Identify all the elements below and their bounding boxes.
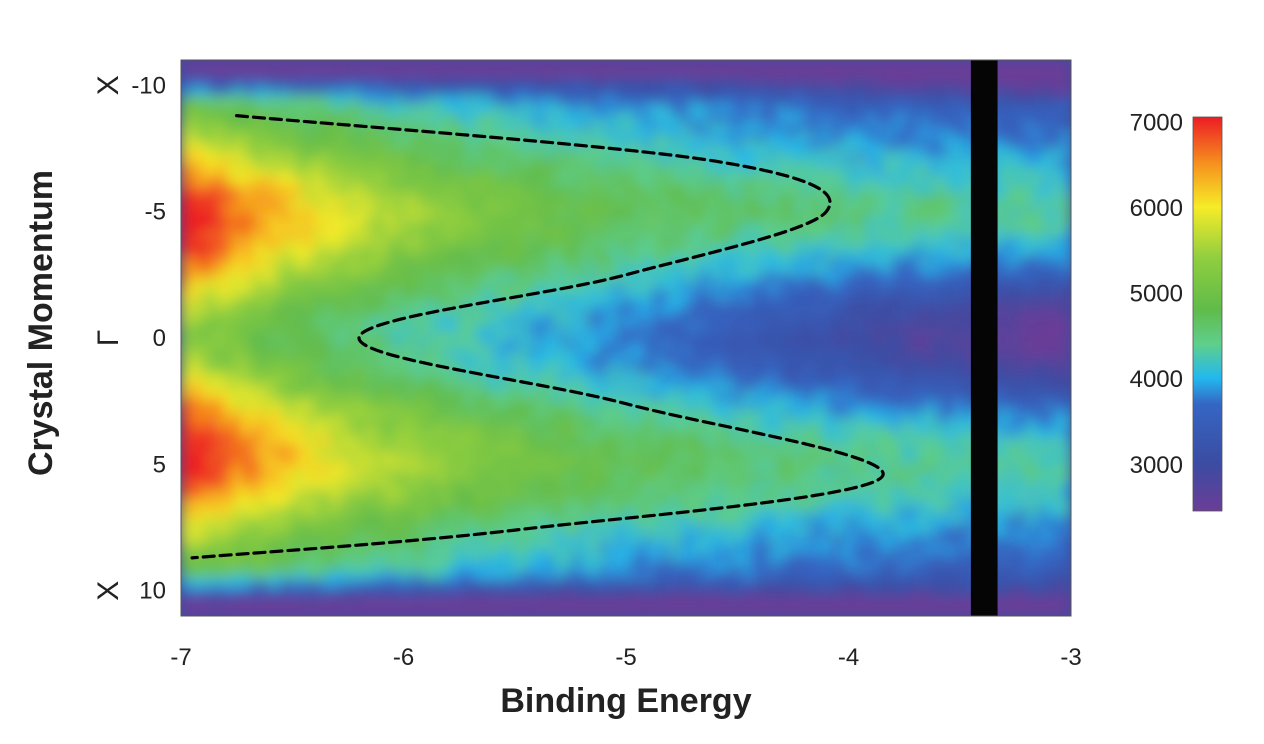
- colorbar-tick-label: 4000: [1130, 366, 1183, 393]
- x-axis: -7 -6 -5 -4 -3: [170, 644, 1081, 671]
- x-tick-label: -7: [170, 644, 191, 671]
- x-tick-label: -6: [393, 644, 414, 671]
- colorbar-tick-label: 7000: [1130, 109, 1183, 136]
- black-band: [970, 60, 998, 616]
- y-symbol-label: X: [92, 75, 125, 95]
- colorbar-gradient: [1192, 116, 1223, 512]
- y-tick-label: 0: [153, 325, 166, 352]
- y-axis: -10 -5 0 5 10: [131, 72, 166, 604]
- y-symbol-label: X: [92, 581, 125, 601]
- y-axis-symbols: X Γ X: [92, 75, 125, 600]
- colorbar: 3000 4000 5000 6000 7000: [1130, 109, 1223, 512]
- x-axis-title: Binding Energy: [500, 682, 751, 720]
- colorbar-tick-label: 3000: [1130, 452, 1183, 479]
- x-tick-label: -3: [1060, 644, 1081, 671]
- colorbar-tick-label: 6000: [1130, 195, 1183, 222]
- y-tick-label: -10: [131, 72, 166, 99]
- y-symbol-label: Γ: [92, 330, 125, 347]
- plot-frame: [180, 59, 1072, 617]
- y-tick-label: 5: [153, 451, 166, 478]
- dashed-curve: [190, 114, 885, 560]
- colorbar-tick-label: 5000: [1130, 281, 1183, 308]
- x-tick-label: -5: [615, 644, 636, 671]
- heatmap-area: [181, 60, 1071, 616]
- y-tick-label: -5: [145, 199, 166, 226]
- x-tick-label: -4: [838, 644, 859, 671]
- y-axis-title: Crystal Momentum: [22, 170, 60, 476]
- y-tick-label: 10: [139, 578, 166, 605]
